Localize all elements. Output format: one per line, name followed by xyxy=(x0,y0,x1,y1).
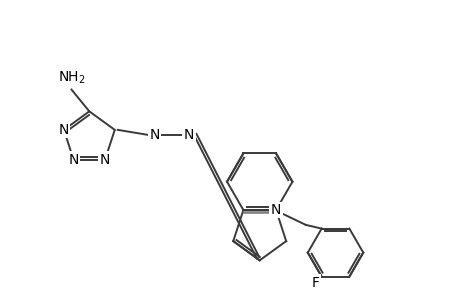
Text: N: N xyxy=(100,153,110,167)
Text: NH$_2$: NH$_2$ xyxy=(57,69,85,85)
Text: N: N xyxy=(270,203,280,217)
Text: N: N xyxy=(68,153,78,167)
Text: F: F xyxy=(311,276,319,289)
Text: N: N xyxy=(59,123,69,137)
Text: N: N xyxy=(149,128,159,142)
Text: N: N xyxy=(184,128,194,142)
